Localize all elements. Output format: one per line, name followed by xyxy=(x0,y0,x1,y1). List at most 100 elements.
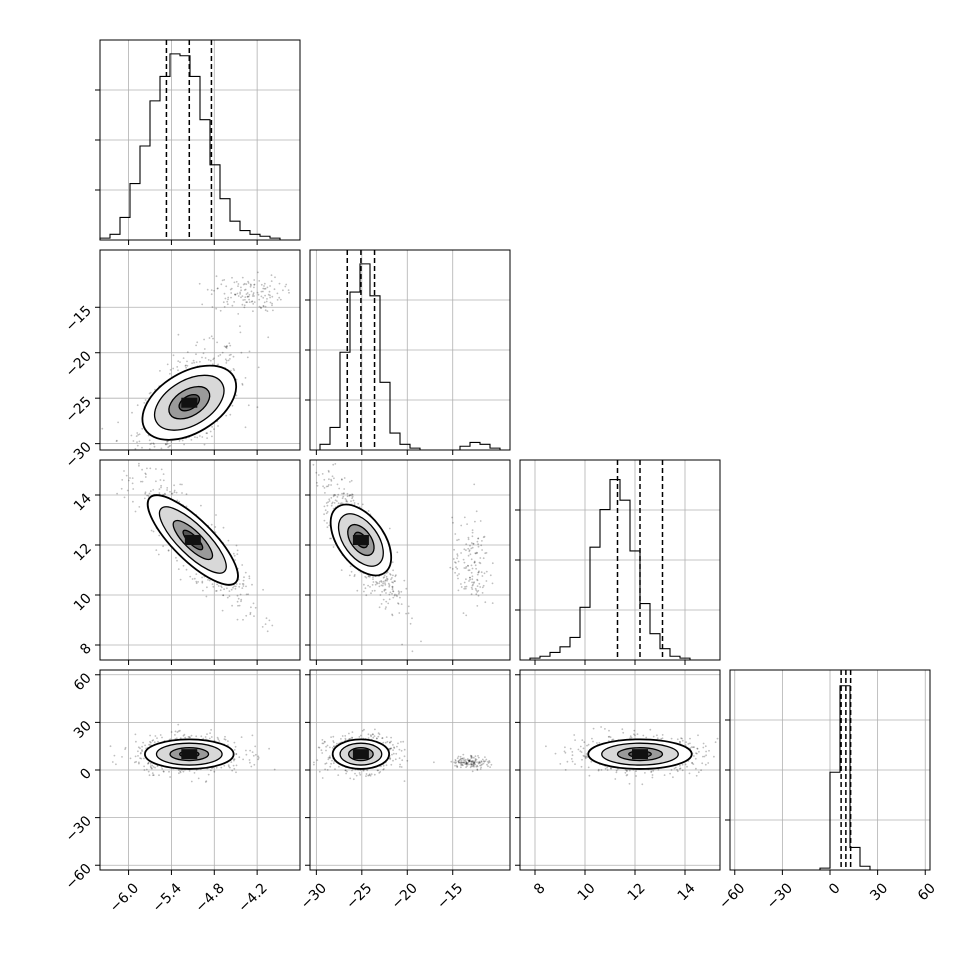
sample-point xyxy=(468,569,471,572)
sample-point xyxy=(328,471,330,473)
sample-point xyxy=(367,575,370,577)
sample-point xyxy=(210,523,213,526)
sample-point xyxy=(355,774,358,777)
sample-point xyxy=(389,573,392,576)
sample-point xyxy=(713,755,715,758)
sample-point xyxy=(353,502,356,504)
sample-point xyxy=(468,580,470,582)
sample-point xyxy=(392,590,395,593)
sample-point xyxy=(323,505,326,508)
sample-point xyxy=(468,759,470,762)
sample-point xyxy=(195,353,197,356)
sample-point xyxy=(154,766,157,769)
sample-point xyxy=(150,529,153,532)
sample-point xyxy=(244,298,246,301)
sample-point xyxy=(238,604,241,607)
sample-point xyxy=(236,594,239,597)
sample-point xyxy=(328,498,331,501)
sample-point xyxy=(249,283,252,286)
sample-point xyxy=(628,769,631,772)
sample-point xyxy=(564,751,567,754)
sample-point xyxy=(159,734,162,736)
density-peak xyxy=(181,397,198,408)
sample-point xyxy=(243,289,246,291)
sample-point xyxy=(463,561,466,564)
sample-point xyxy=(247,282,250,284)
sample-point xyxy=(266,630,269,633)
sample-point xyxy=(151,767,153,770)
sample-point xyxy=(482,584,485,587)
sample-point xyxy=(324,509,327,512)
sample-point xyxy=(252,754,255,757)
sample-point xyxy=(475,551,478,554)
sample-point xyxy=(407,612,410,615)
sample-point xyxy=(154,735,157,737)
sample-point xyxy=(477,543,479,546)
sample-point xyxy=(714,741,717,744)
sample-point xyxy=(581,758,583,761)
sample-point xyxy=(390,763,393,766)
sample-point xyxy=(250,606,252,609)
sample-point xyxy=(690,746,693,748)
sample-point xyxy=(184,736,187,739)
sample-point xyxy=(162,473,165,475)
sample-point xyxy=(219,309,222,312)
sample-point xyxy=(224,738,227,741)
sample-point xyxy=(686,765,688,768)
sample-point xyxy=(169,369,172,371)
sample-point xyxy=(389,741,391,744)
sample-point xyxy=(213,770,216,773)
sample-point xyxy=(340,738,342,740)
sample-point xyxy=(476,591,479,593)
sample-point xyxy=(148,392,151,395)
sample-point xyxy=(406,759,409,762)
sample-point xyxy=(591,737,593,740)
sample-point xyxy=(465,763,468,766)
sample-point xyxy=(204,357,207,359)
sample-point xyxy=(141,750,144,752)
sample-point xyxy=(149,391,152,394)
sample-point xyxy=(460,759,463,762)
sample-point xyxy=(482,762,485,765)
sample-point xyxy=(140,480,142,483)
sample-point xyxy=(341,497,344,500)
sample-point xyxy=(178,769,180,771)
sample-point xyxy=(337,493,340,496)
histogram-2 xyxy=(520,478,720,661)
sample-point xyxy=(462,761,465,764)
sample-point xyxy=(287,289,290,291)
sample-point xyxy=(239,583,241,585)
sample-point xyxy=(216,736,219,739)
sample-point xyxy=(391,753,393,756)
sample-point xyxy=(621,728,624,731)
sample-point xyxy=(174,734,176,736)
sample-point xyxy=(476,768,479,771)
sample-point xyxy=(131,477,134,479)
sample-point xyxy=(570,758,573,760)
sample-point xyxy=(566,760,569,763)
sample-point xyxy=(312,463,315,466)
sample-point xyxy=(217,585,220,587)
sample-point xyxy=(458,573,460,575)
sample-point xyxy=(211,306,214,308)
sample-point xyxy=(173,491,176,494)
sample-point xyxy=(353,575,356,578)
sample-point xyxy=(384,580,387,582)
sample-point xyxy=(197,581,200,583)
sample-point xyxy=(340,569,343,571)
sample-point xyxy=(235,544,238,547)
sample-point xyxy=(156,765,159,768)
sample-point xyxy=(405,612,407,615)
sample-point xyxy=(472,760,474,763)
sample-point xyxy=(138,440,141,443)
sample-point xyxy=(123,496,126,499)
sample-point xyxy=(350,494,353,497)
sample-point xyxy=(213,289,215,292)
sample-point xyxy=(233,759,235,762)
sample-point xyxy=(221,609,224,612)
sample-point xyxy=(328,500,331,502)
sample-point xyxy=(458,759,461,762)
sample-point xyxy=(248,293,251,296)
x-tick-label: 0 xyxy=(826,880,844,898)
sample-point xyxy=(364,587,367,590)
